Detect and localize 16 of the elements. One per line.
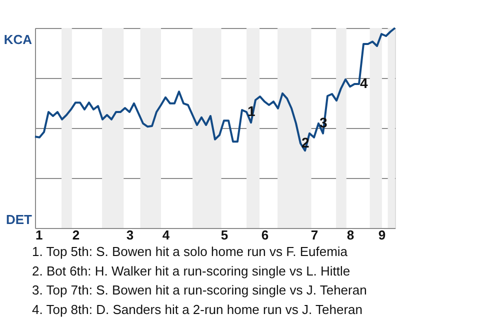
x-tick-label: 6 (261, 228, 269, 242)
x-tick-label: 9 (378, 228, 386, 242)
x-tick-label: 8 (346, 228, 354, 242)
x-tick-label: 1 (36, 228, 43, 242)
text: DET (6, 212, 32, 227)
x-tick-label: 2 (72, 228, 80, 242)
text: 2. Bot 6th: H. Walker hit a run-scoring single vs L. Hittle (32, 263, 350, 278)
text: 4. Top 8th: D. Sanders hit a 2-run home run vs J. Teheran (32, 302, 362, 317)
text: 1. Top 5th: S. Bowen hit a solo home run vs F. Eufemia (32, 244, 348, 259)
text: KCA (4, 32, 33, 47)
x-tick-label: 7 (310, 228, 318, 242)
x-tick-label: 4 (162, 228, 170, 242)
text: 3. Top 7th: S. Bowen hit a run-scoring single vs J. Teheran (32, 282, 367, 298)
annotation: 4 (360, 75, 368, 91)
x-tick-label: 3 (126, 228, 134, 242)
x-tick-label: 5 (220, 228, 228, 242)
